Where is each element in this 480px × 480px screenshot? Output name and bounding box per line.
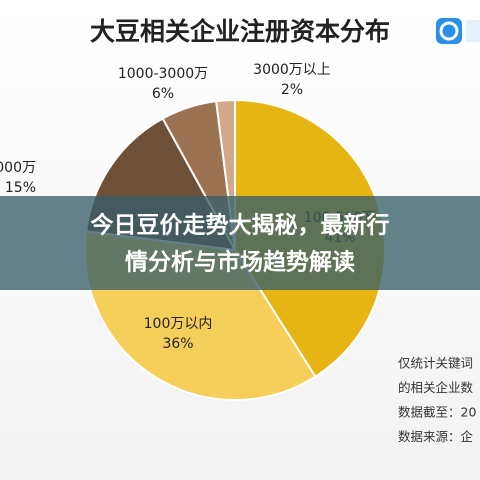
slice-value: 2% (281, 82, 303, 98)
banner-line: 情分析与市场趋势解读 (125, 249, 355, 276)
slice-value: 36% (162, 336, 193, 352)
slice-category: 100万以内 (144, 316, 213, 332)
banner (0, 196, 480, 290)
chart-title: 大豆相关企业注册资本分布 (90, 17, 390, 46)
slice-value: 6% (152, 86, 174, 102)
note: 仅统计关键词 (398, 356, 473, 371)
slice-category: 1000-3000万 (118, 66, 208, 82)
slice-value: 15% (5, 180, 36, 196)
slice-category: 500-1000万 (0, 160, 36, 176)
note: 的相关企业数 (398, 380, 474, 395)
banner-line: 今日豆价走势大揭秘，最新行 (91, 212, 390, 239)
logo (436, 18, 480, 44)
note: 数据截至：20 (398, 405, 476, 420)
slice-category: 3000万以上 (253, 62, 331, 78)
note: 数据来源：企 (398, 429, 474, 444)
